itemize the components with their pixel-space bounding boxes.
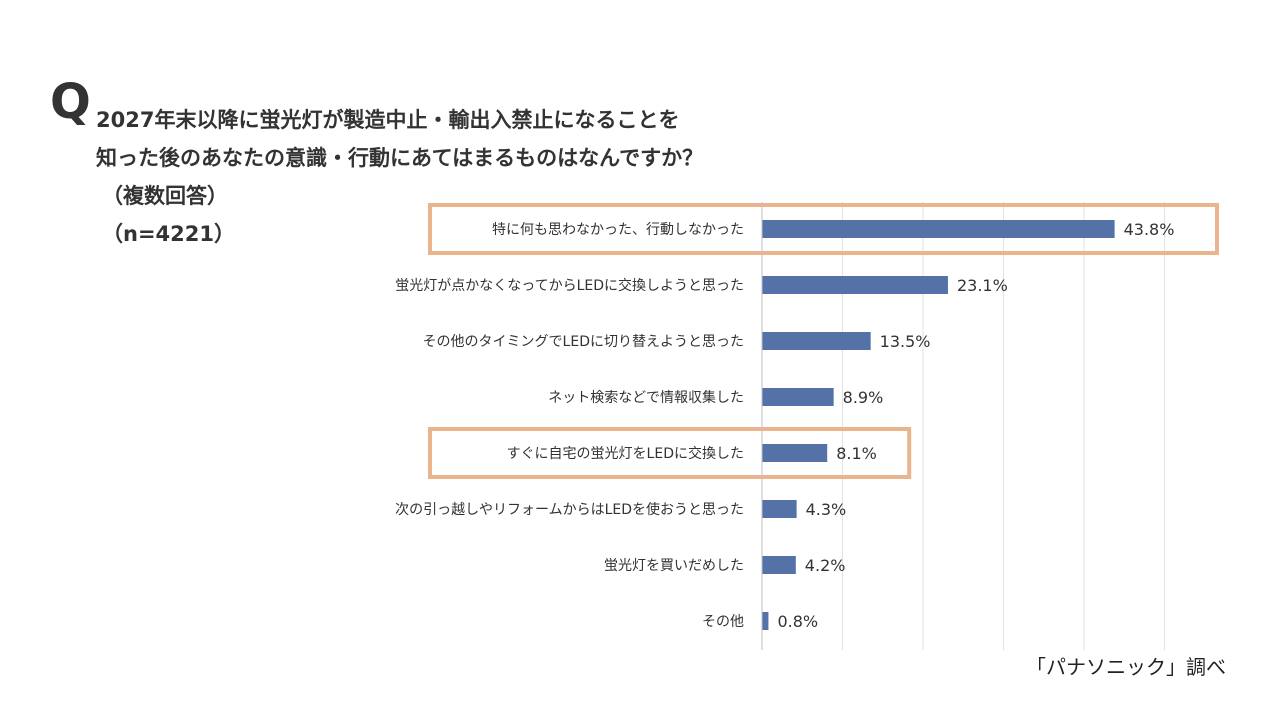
data-label: 4.2% bbox=[805, 556, 846, 575]
question-text: 2027年末以降に蛍光灯が製造中止・輸出入禁止になることを 知った後のあなたの意… bbox=[96, 101, 703, 253]
data-label: 8.1% bbox=[836, 444, 877, 463]
category-label: その他のタイミングでLEDに切り替えようと思った bbox=[423, 334, 744, 350]
data-label: 4.3% bbox=[806, 500, 847, 519]
question-line-4: （n=4221） bbox=[102, 222, 235, 246]
bar bbox=[762, 276, 948, 294]
data-label: 43.8% bbox=[1124, 220, 1175, 239]
category-label: 蛍光灯を買いだめした bbox=[604, 558, 744, 574]
bar bbox=[762, 332, 871, 350]
question-line-2: 知った後のあなたの意識・行動にあてはまるものはなんですか？ bbox=[96, 146, 704, 170]
question-mark: Q bbox=[50, 74, 91, 130]
category-label: 次の引っ越しやリフォームからはLEDを使おうと思った bbox=[395, 501, 744, 518]
data-label: 0.8% bbox=[777, 612, 818, 631]
bar bbox=[762, 444, 828, 462]
highlight-box bbox=[428, 427, 912, 479]
data-label: 13.5% bbox=[880, 332, 931, 351]
category-label: ネット検索などで情報収集した bbox=[548, 389, 744, 406]
category-label: その他 bbox=[702, 614, 744, 630]
question-line-3: （複数回答） bbox=[102, 184, 228, 208]
data-label: 23.1% bbox=[957, 276, 1008, 295]
bar bbox=[762, 388, 834, 406]
data-label: 8.9% bbox=[843, 388, 884, 407]
bar bbox=[762, 556, 796, 574]
bar bbox=[762, 220, 1115, 238]
bar bbox=[762, 500, 797, 518]
highlight-box bbox=[428, 203, 1219, 255]
category-label: 特に何も思わなかった、行動しなかった bbox=[492, 222, 744, 238]
category-label: すぐに自宅の蛍光灯をLEDに交換した bbox=[507, 445, 744, 462]
category-label: 蛍光灯が点かなくなってからLEDに交換しようと思った bbox=[395, 277, 744, 294]
question-line-1: 2027年末以降に蛍光灯が製造中止・輸出入禁止になることを bbox=[96, 108, 680, 132]
source-note: 「パナソニック」調べ bbox=[1026, 655, 1226, 679]
bar bbox=[762, 612, 769, 630]
